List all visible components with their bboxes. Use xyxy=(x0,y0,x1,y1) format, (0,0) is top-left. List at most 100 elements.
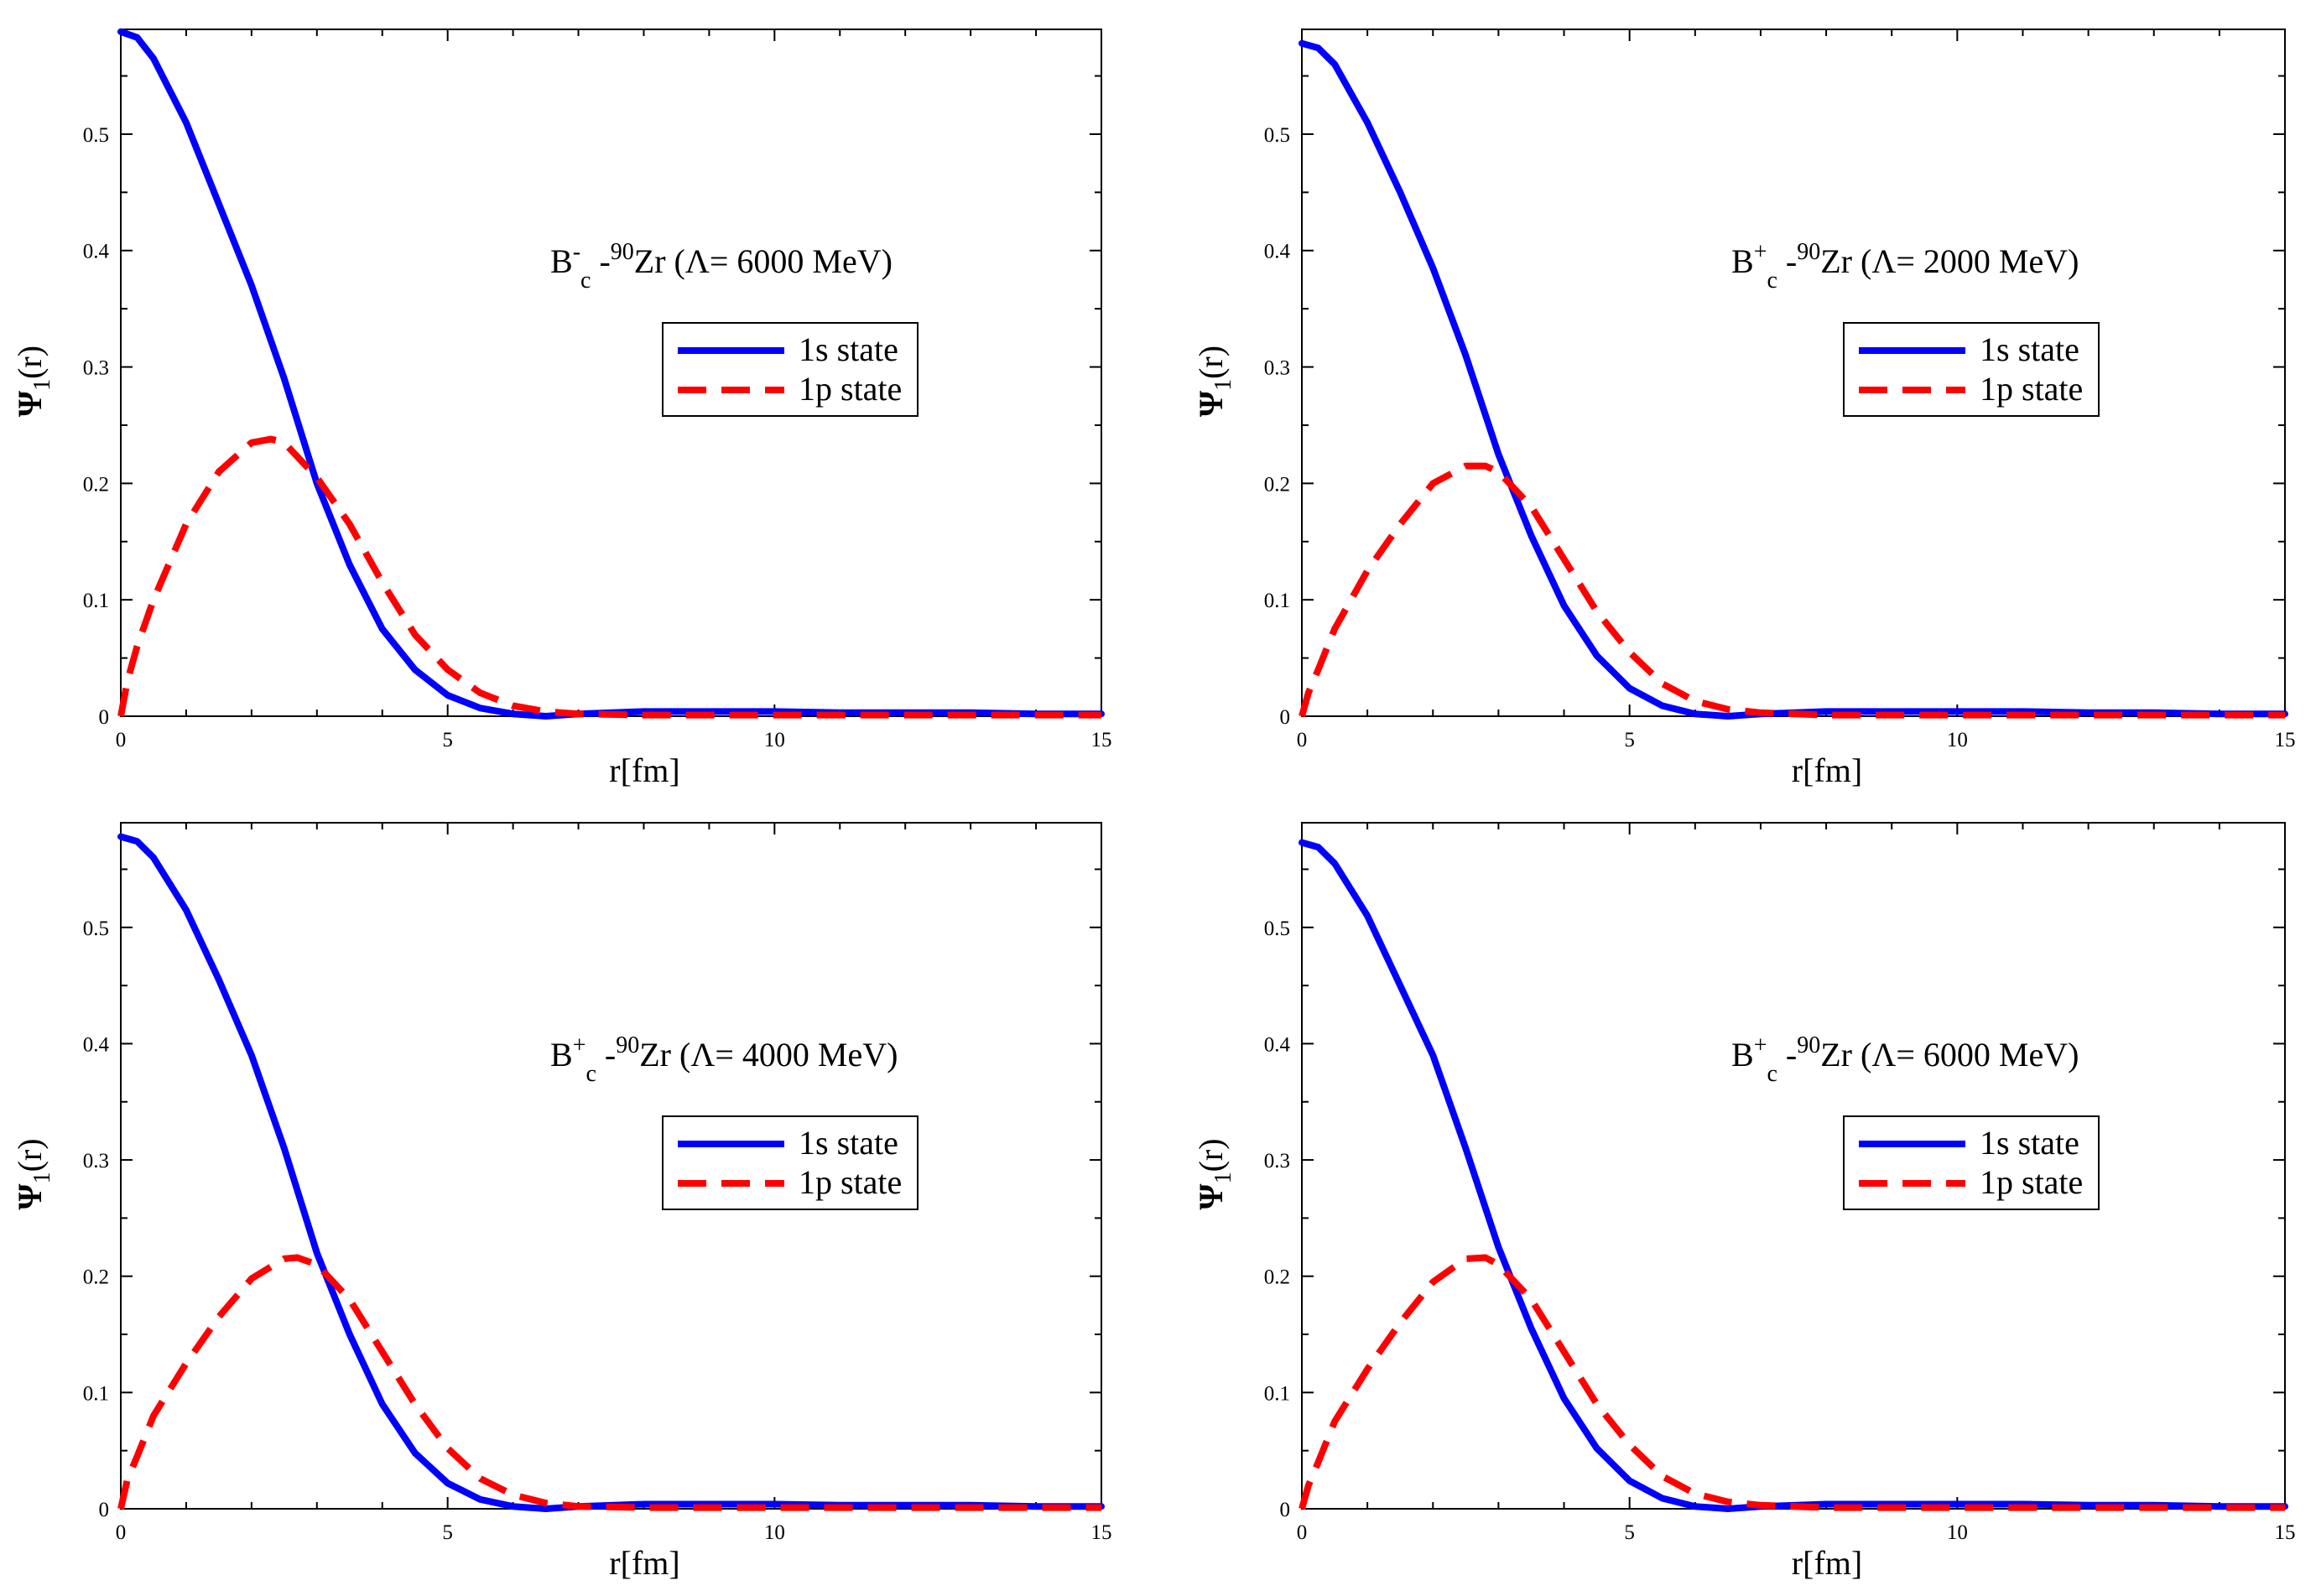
legend-label: 1p state xyxy=(1980,1163,2083,1201)
x-tick-label: 0 xyxy=(116,1521,127,1544)
plot-frame xyxy=(1301,29,2286,717)
annotation-mass-number: 90 xyxy=(1797,239,1820,265)
x-tick-label: 0 xyxy=(116,729,127,751)
y-axis-label: Ψ1(r) xyxy=(1192,1138,1236,1209)
y-tick-label: 0.3 xyxy=(83,1150,109,1172)
series-line-1p xyxy=(117,1254,1101,1511)
annotation-flavor: c xyxy=(586,1061,596,1087)
y-axis-label-subscript: 1 xyxy=(1210,1172,1236,1183)
panel-annotation: B-c -90Zr (Λ= 6000 MeV) xyxy=(550,239,893,294)
x-tick-label: 5 xyxy=(1624,1521,1635,1544)
x-axis-label: r[fm] xyxy=(1792,751,1862,789)
x-tick-label: 5 xyxy=(442,729,453,751)
y-tick-label: 0.3 xyxy=(1264,1150,1290,1172)
y-axis-label: Ψ1(r) xyxy=(11,346,55,417)
chart-panel: 0 5 10 15 0 0.1 0.2 0.3 0.4 0.5 r[fm] Ψ1(r) B+c -90Z… xyxy=(1192,822,2296,1582)
y-axis-label-argument: (r) xyxy=(11,346,49,379)
legend-box xyxy=(662,322,919,417)
annotation-meson: B xyxy=(550,1036,573,1074)
legend-label: 1s state xyxy=(1980,330,2079,368)
y-axis-label-subscript: 1 xyxy=(29,379,55,391)
legend-label: 1p state xyxy=(799,1163,902,1201)
x-tick-label: 5 xyxy=(1624,729,1635,751)
annotation-cutoff: (Λ= 6000 MeV) xyxy=(674,242,893,280)
annotation-cutoff: (Λ= 4000 MeV) xyxy=(679,1036,898,1074)
x-axis-label: r[fm] xyxy=(609,1544,679,1582)
y-tick-label: 0.2 xyxy=(1264,473,1290,496)
series-line-1p xyxy=(117,435,1101,719)
annotation-nucleus: Zr xyxy=(1820,242,1861,280)
x-tick-label: 0 xyxy=(1297,1521,1308,1544)
legend-box xyxy=(1843,322,2100,417)
y-axis-label-subscript: 1 xyxy=(1210,379,1236,391)
annotation-nucleus: Zr xyxy=(634,242,674,280)
y-axis-label-argument: (r) xyxy=(1192,346,1230,379)
y-tick-label: 0.1 xyxy=(1264,590,1290,612)
y-tick-label: 0.4 xyxy=(83,241,110,263)
x-tick-label: 15 xyxy=(1091,729,1112,751)
legend-box xyxy=(662,1115,919,1210)
y-tick-label: 0.1 xyxy=(83,1382,109,1405)
y-tick-label: 0.3 xyxy=(1264,357,1290,380)
series-line-1p xyxy=(1299,462,2285,719)
annotation-nucleus: Zr xyxy=(1820,1036,1861,1074)
annotation-dash: - xyxy=(596,1036,616,1074)
annotation-cutoff: (Λ= 6000 MeV) xyxy=(1861,1036,2079,1074)
y-tick-label: 0 xyxy=(1280,706,1291,729)
annotation-dash: - xyxy=(591,242,610,280)
x-tick-label: 0 xyxy=(1297,729,1308,751)
y-tick-label: 0.4 xyxy=(83,1033,110,1056)
x-tick-label: 15 xyxy=(2275,729,2296,751)
y-axis-label-psi: Ψ xyxy=(1192,390,1230,417)
x-tick-label: 10 xyxy=(764,1521,785,1544)
series-line-1s xyxy=(1299,39,2288,720)
legend-label: 1p state xyxy=(1980,370,2083,408)
annotation-mass-number: 90 xyxy=(616,1032,639,1058)
panel-annotation: B+c -90Zr (Λ= 4000 MeV) xyxy=(550,1032,898,1087)
series-line-1s xyxy=(117,28,1105,720)
x-tick-label: 5 xyxy=(442,1521,453,1544)
y-axis-label-psi: Ψ xyxy=(11,1183,49,1210)
legend-label: 1s state xyxy=(799,330,898,368)
panel-annotation: B+c -90Zr (Λ= 2000 MeV) xyxy=(1731,239,2079,294)
legend-label: 1p state xyxy=(799,370,902,408)
annotation-cutoff: (Λ= 2000 MeV) xyxy=(1861,242,2079,280)
y-tick-label: 0.5 xyxy=(1264,124,1290,147)
annotation-mass-number: 90 xyxy=(1797,1032,1820,1058)
y-axis-label: Ψ1(r) xyxy=(1192,346,1236,417)
x-tick-label: 15 xyxy=(1091,1521,1112,1544)
annotation-flavor: c xyxy=(580,268,591,294)
y-axis-label-subscript: 1 xyxy=(29,1172,55,1183)
y-tick-label: 0.4 xyxy=(1264,1033,1291,1056)
y-tick-label: 0.4 xyxy=(1264,241,1291,263)
annotation-meson: B xyxy=(550,242,573,280)
annotation-flavor: c xyxy=(1767,1061,1777,1087)
y-tick-label: 0 xyxy=(99,706,110,729)
chart-panel: 0 5 10 15 0 0.1 0.2 0.3 0.4 0.5 r[fm] Ψ1(r) B+c -90Z… xyxy=(1192,29,2296,789)
y-tick-label: 0.5 xyxy=(1264,918,1290,940)
series-line-1s xyxy=(1299,839,2288,1512)
x-tick-label: 15 xyxy=(2275,1521,2296,1544)
series-line-1s xyxy=(117,833,1105,1512)
plot-frame xyxy=(120,822,1102,1510)
plot-frame xyxy=(120,29,1102,717)
y-tick-label: 0.2 xyxy=(83,1266,109,1289)
x-axis-label: r[fm] xyxy=(1792,1544,1862,1582)
y-tick-label: 0.1 xyxy=(1264,1382,1290,1405)
x-tick-label: 10 xyxy=(764,729,785,751)
annotation-flavor: c xyxy=(1767,268,1777,294)
annotation-charge: + xyxy=(573,1032,586,1058)
x-axis-label: r[fm] xyxy=(609,751,679,789)
y-tick-label: 0 xyxy=(99,1499,110,1521)
annotation-nucleus: Zr xyxy=(639,1036,679,1074)
y-tick-label: 0.2 xyxy=(1264,1266,1290,1289)
y-tick-label: 0.1 xyxy=(83,590,109,612)
y-axis-label-argument: (r) xyxy=(1192,1138,1230,1172)
y-tick-label: 0.5 xyxy=(83,918,109,940)
y-tick-label: 0 xyxy=(1280,1499,1291,1521)
